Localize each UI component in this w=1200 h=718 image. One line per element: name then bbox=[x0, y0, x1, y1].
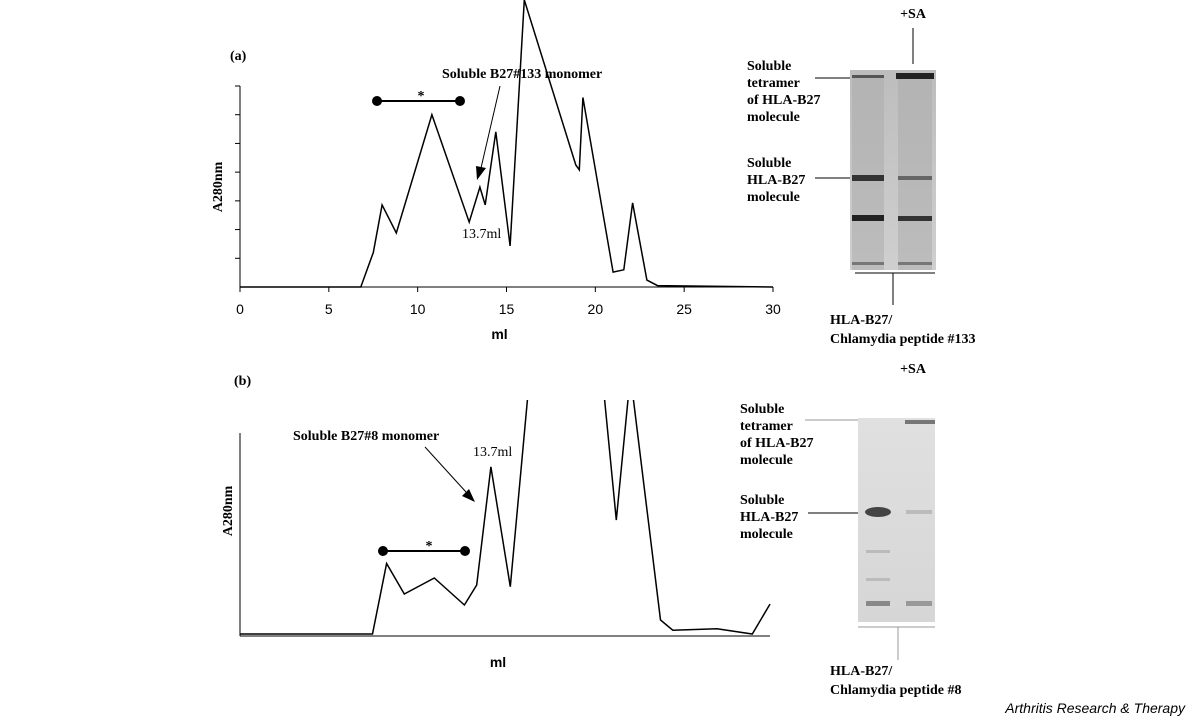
gel-lane-label: Chlamydia peptide #133 bbox=[830, 332, 975, 347]
gel-lane-label: HLA-B27/ bbox=[830, 313, 893, 328]
gel-band-label: tetramer bbox=[747, 76, 800, 91]
y-axis-label: A280nm bbox=[221, 485, 236, 536]
annotation: 13.7ml bbox=[462, 227, 501, 242]
gel-band-label: HLA-B27 bbox=[747, 173, 805, 188]
gel-band-label: molecule bbox=[740, 453, 793, 468]
y-axis-label: A280nm bbox=[211, 161, 226, 212]
data-line bbox=[240, 0, 774, 288]
x-tick-label: 25 bbox=[676, 301, 692, 317]
x-tick-label: 5 bbox=[325, 301, 333, 317]
gel-band-label: Soluble bbox=[747, 156, 791, 171]
gel-band-label: molecule bbox=[747, 110, 800, 125]
x-axis-label: ml bbox=[491, 326, 507, 342]
arrow bbox=[424, 446, 475, 502]
x-axis-label: ml bbox=[490, 654, 506, 670]
gel-band-label: Soluble bbox=[747, 59, 791, 74]
annotation: Soluble B27#133 monomer bbox=[442, 67, 602, 82]
data-line bbox=[240, 400, 771, 635]
panel-label: (b) bbox=[234, 374, 251, 389]
gel-lane-label: Chlamydia peptide #8 bbox=[830, 683, 961, 698]
gel-lane-label: HLA-B27/ bbox=[830, 664, 893, 679]
x-tick-label: 20 bbox=[588, 301, 604, 317]
annotation: * bbox=[418, 89, 425, 104]
annotation: Soluble B27#8 monomer bbox=[293, 429, 439, 444]
gel-top-label: +SA bbox=[900, 7, 927, 22]
panel-label: (a) bbox=[230, 49, 247, 64]
gel-band-label: molecule bbox=[747, 190, 800, 205]
x-tick-label: 10 bbox=[410, 301, 426, 317]
gel-band-label: molecule bbox=[740, 527, 793, 542]
bracket bbox=[372, 96, 465, 106]
gel-band-label: Soluble bbox=[740, 493, 784, 508]
gel-band-label: HLA-B27 bbox=[740, 510, 798, 525]
gel-band-label: tetramer bbox=[740, 419, 793, 434]
footer: Arthritis Research & Therapy bbox=[1004, 700, 1186, 716]
x-tick-label: 15 bbox=[499, 301, 515, 317]
gel-band-label: Soluble bbox=[740, 402, 784, 417]
gel-image bbox=[805, 418, 935, 660]
bracket bbox=[378, 546, 470, 556]
gel-band-label: of HLA-B27 bbox=[747, 93, 821, 108]
gel-image bbox=[815, 28, 936, 305]
gel-band-label: of HLA-B27 bbox=[740, 436, 814, 451]
annotation: * bbox=[426, 539, 433, 554]
x-tick-label: 0 bbox=[236, 301, 244, 317]
annotation: 13.7ml bbox=[473, 445, 512, 460]
arrow bbox=[476, 85, 501, 180]
x-tick-label: 30 bbox=[765, 301, 781, 317]
gel-top-label: +SA bbox=[900, 362, 927, 377]
